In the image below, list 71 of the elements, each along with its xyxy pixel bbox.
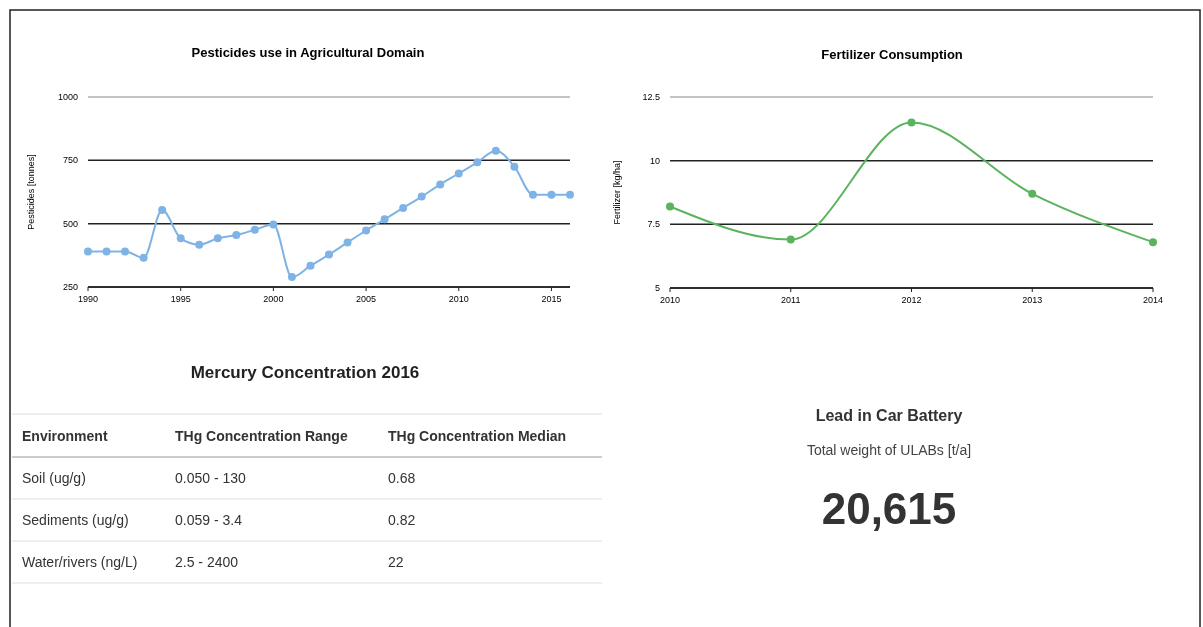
point (666, 202, 674, 211)
point (84, 247, 92, 256)
text: 20,615 (821, 484, 957, 533)
y-tick-label: 10 (649, 155, 660, 166)
text: 22 (388, 553, 404, 570)
y-tick-label: 12.5 (642, 92, 660, 103)
point (232, 231, 241, 240)
y-axis-title: Pesticides [tonnes] (26, 154, 36, 230)
y-tick-label: 7.5 (647, 219, 660, 230)
text: Soil (ug/g) (22, 469, 86, 486)
x-tick-label: 2014 (1142, 295, 1164, 305)
point (1028, 189, 1037, 198)
point (417, 192, 426, 201)
point (121, 247, 130, 256)
point (1149, 238, 1157, 247)
point (786, 235, 795, 244)
point (176, 234, 185, 243)
text: Mercury Concentration 2016 (190, 363, 420, 382)
x-tick-label: 1990 (77, 294, 99, 304)
text: 2.5 - 2400 (175, 553, 239, 570)
point (473, 158, 482, 167)
text: 0.050 - 130 (175, 469, 247, 486)
x-tick-label: 2011 (781, 295, 801, 305)
chart-title: Fertilizer Consumption (821, 47, 963, 62)
text: 0.68 (388, 469, 416, 486)
text: 0.82 (388, 511, 416, 528)
point (269, 220, 278, 229)
point (343, 238, 352, 247)
point (362, 226, 371, 235)
text: THg Concentration Range (175, 427, 348, 444)
point (528, 190, 537, 199)
y-tick-label: 1000 (57, 92, 78, 103)
point (325, 250, 333, 259)
point (491, 146, 500, 155)
point (306, 261, 315, 270)
text: Lead in Car Battery (815, 407, 963, 424)
point (907, 118, 916, 127)
point (454, 169, 463, 178)
x-tick-label: 2010 (448, 294, 469, 304)
point (158, 205, 167, 214)
y-axis-title: Fertilizer [kg/ha] (612, 160, 622, 225)
x-tick-label: 1995 (170, 294, 191, 304)
point (287, 273, 296, 282)
point (139, 253, 148, 262)
point (213, 234, 222, 243)
x-tick-label: 2010 (659, 295, 681, 305)
x-tick-label: 2013 (1022, 295, 1043, 305)
x-tick-label: 2012 (901, 295, 922, 305)
chart-title: Pesticides use in Agricultural Domain (191, 45, 425, 60)
point (547, 190, 556, 199)
x-tick-label: 2000 (263, 294, 284, 304)
point (436, 180, 445, 189)
text: THg Concentration Median (388, 427, 567, 444)
y-tick-label: 250 (62, 282, 78, 293)
point (399, 203, 408, 212)
text: Water/rivers (ng/L) (22, 553, 138, 570)
text: Total weight of ULABs [t/a] (806, 442, 972, 458)
point (250, 225, 259, 234)
x-tick-label: 2015 (541, 294, 562, 304)
text: 0.059 - 3.4 (175, 511, 243, 528)
point (380, 215, 389, 224)
text: Sediments (ug/g) (22, 511, 129, 528)
x-tick-label: 2005 (356, 294, 377, 304)
point (510, 162, 519, 171)
point (195, 240, 204, 249)
point (102, 247, 111, 256)
point (566, 190, 574, 199)
text: Environment (22, 427, 108, 444)
y-tick-label: 750 (62, 155, 78, 166)
y-tick-label: 500 (62, 218, 78, 229)
y-tick-label: 5 (654, 283, 660, 294)
